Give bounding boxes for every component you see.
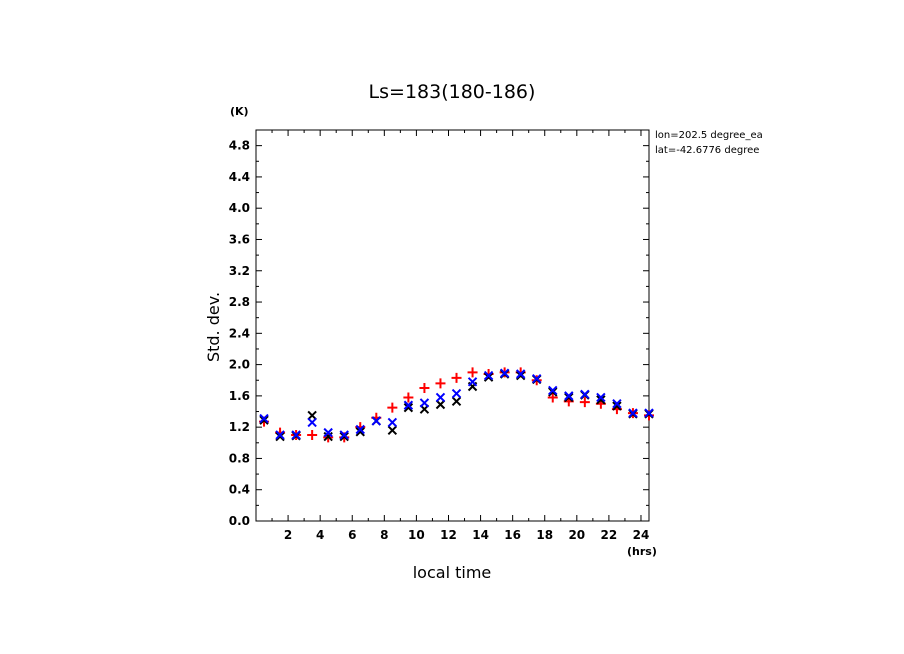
y-tick-label: 3.6	[229, 232, 250, 246]
x-tick-label: 22	[601, 528, 618, 542]
data-point-series-2	[323, 431, 333, 442]
data-point-series-3	[435, 392, 446, 403]
data-point-series-3	[291, 430, 301, 440]
data-point-series-2	[307, 410, 317, 421]
y-unit-label: (K)	[230, 105, 249, 118]
data-point-series-3	[628, 408, 638, 418]
data-point-series-1	[579, 397, 590, 408]
data-point-series-2	[275, 431, 285, 442]
x-tick-label: 20	[568, 528, 585, 542]
data-point-series-3	[467, 377, 478, 387]
y-tick-label: 2.4	[229, 326, 250, 340]
x-unit-label: (hrs)	[627, 545, 657, 558]
y-tick-label: 1.2	[229, 420, 250, 434]
data-point-series-1	[467, 367, 478, 378]
y-tick-label: 4.4	[229, 170, 250, 184]
data-point-series-3	[483, 370, 494, 381]
data-point-series-2	[387, 425, 398, 435]
data-point-series-3	[307, 417, 317, 428]
x-tick-label: 4	[316, 528, 324, 542]
plot-frame	[255, 129, 650, 522]
data-point-series-3	[499, 368, 510, 378]
y-tick-label: 0.4	[229, 483, 250, 497]
data-point-series-3	[259, 413, 269, 424]
data-point-series-2	[355, 427, 365, 437]
data-point-series-2	[483, 372, 494, 382]
data-point-series-2	[339, 431, 349, 442]
x-tick-label: 2	[284, 528, 292, 542]
data-point-series-2	[435, 399, 446, 410]
data-point-series-3	[419, 398, 430, 408]
chart-title: Ls=183(180-186)	[369, 81, 536, 103]
data-point-series-2	[515, 370, 526, 381]
y-tick-label: 2.8	[229, 295, 250, 309]
annotation-lat: lat=-42.6776 degree	[655, 145, 759, 156]
data-point-series-2	[564, 392, 574, 403]
x-tick-label: 18	[536, 528, 553, 542]
y-axis-label: Std. dev.	[204, 292, 223, 362]
data-point-series-2	[612, 401, 622, 411]
data-point-series-1	[547, 392, 558, 403]
data-point-series-3	[644, 408, 654, 418]
data-marks	[259, 367, 654, 443]
data-point-series-3	[403, 400, 414, 410]
data-point-series-1	[435, 378, 446, 389]
data-point-series-3	[612, 398, 622, 409]
data-point-series-2	[259, 415, 269, 425]
y-tick-label: 4.0	[229, 201, 250, 215]
data-point-series-1	[403, 392, 414, 403]
x-tick-label: 8	[380, 528, 388, 542]
x-tick-label: 14	[472, 528, 489, 542]
data-point-series-2	[451, 396, 462, 407]
data-point-series-3	[275, 430, 285, 440]
data-point-series-3	[580, 389, 590, 400]
data-point-series-3	[532, 373, 542, 384]
y-tick-label: 0.8	[229, 451, 250, 465]
data-point-series-3	[451, 388, 462, 399]
data-point-series-3	[387, 417, 398, 428]
data-point-series-1	[387, 402, 398, 413]
data-point-series-3	[596, 392, 606, 403]
x-tick-label: 6	[348, 528, 356, 542]
x-tick-label: 12	[440, 528, 457, 542]
data-point-series-3	[548, 385, 558, 396]
x-tick-label: 24	[633, 528, 650, 542]
data-point-series-2	[548, 387, 558, 397]
data-point-series-2	[403, 402, 414, 413]
x-tick-label: 16	[504, 528, 521, 542]
data-point-series-3	[371, 416, 382, 426]
data-point-series-2	[596, 395, 606, 405]
data-point-series-3	[515, 369, 526, 379]
data-point-series-3	[355, 424, 365, 435]
y-tick-label: 1.6	[229, 389, 250, 403]
y-tick-label: 0.0	[229, 514, 250, 528]
annotation-lon: lon=202.5 degree_ea	[655, 130, 763, 141]
y-tick-label: 4.8	[229, 139, 250, 153]
y-tick-label: 3.2	[229, 264, 250, 278]
y-tick-label: 2.0	[229, 358, 250, 372]
data-point-series-3	[564, 391, 574, 401]
axes: 0.0 0.4 0.8 1.2 1.6 2.0 2.4 2.8 3.2 3.6 4.0 4.4 4.8 2…	[229, 129, 650, 542]
data-point-series-3	[339, 430, 349, 440]
data-point-series-1	[419, 383, 430, 394]
x-axis-label: local time	[413, 563, 492, 582]
x-tick-label: 10	[408, 528, 425, 542]
data-point-series-3	[323, 427, 333, 438]
data-point-series-1	[451, 372, 462, 383]
data-point-series-1	[307, 429, 318, 440]
